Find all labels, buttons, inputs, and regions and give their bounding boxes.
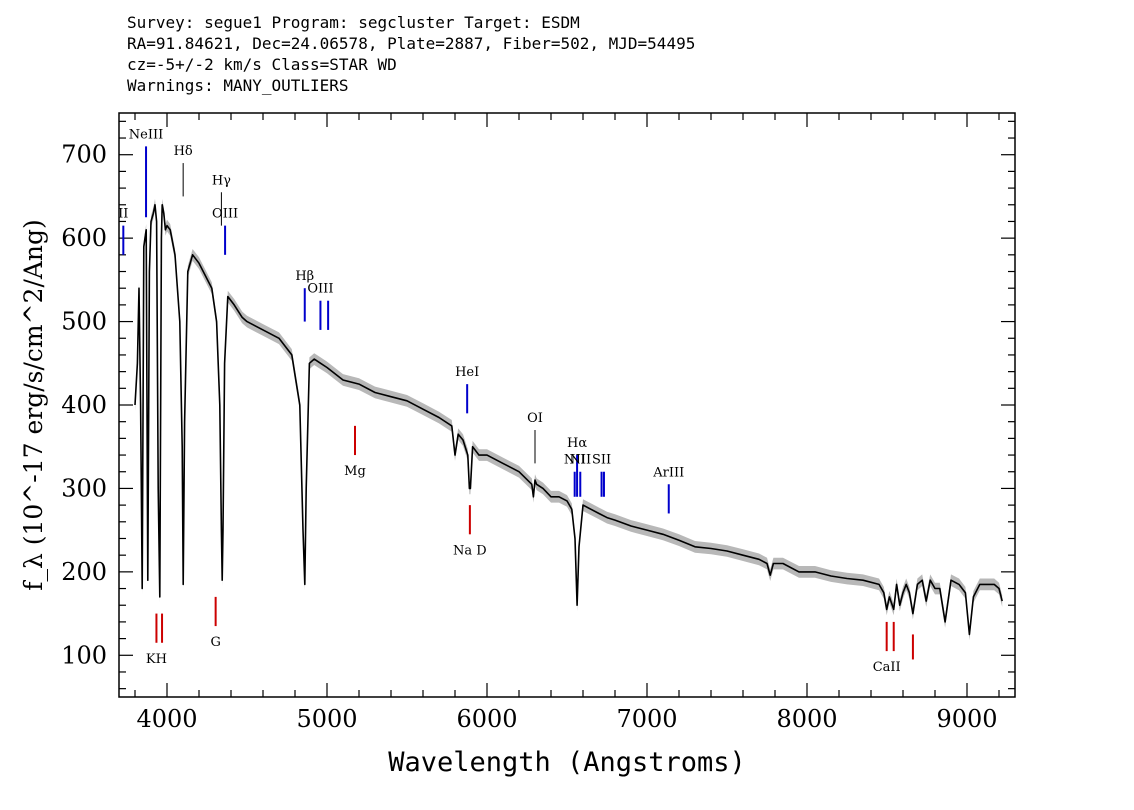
error-band-layer — [135, 198, 1003, 641]
annotation-label: OIII — [307, 282, 333, 297]
annotation-label: Mg — [344, 464, 366, 479]
x-tick-label: 9000 — [936, 705, 997, 733]
y-tick-label: 300 — [61, 474, 107, 502]
annotation-label: KH — [146, 652, 167, 667]
plot-frame — [118, 112, 1016, 698]
y-tick-label: 200 — [61, 558, 107, 586]
annotation-label: Hγ — [212, 173, 231, 188]
chart-header: Survey: segue1 Program: segcluster Targe… — [127, 12, 695, 96]
annotation-label: NII — [569, 453, 591, 468]
y-tick-label: 400 — [61, 391, 107, 419]
header-warnings-line: Warnings: MANY_OUTLIERS — [127, 76, 349, 95]
y-tick-label: 600 — [61, 224, 107, 252]
axes-layer: 4000 5000 6000 7000 8000 9000 100 200 300 400 500 6… — [61, 112, 1016, 733]
annotation-label: HeI — [455, 365, 479, 380]
y-tick-label: 500 — [61, 308, 107, 336]
annotation-label: Hα — [567, 436, 587, 451]
flux-error-band — [135, 198, 1003, 641]
annotation-label: NeIII — [129, 127, 163, 142]
annotation-label: II — [118, 207, 128, 222]
annotation-label: ArIII — [652, 465, 684, 480]
annotation-label: OIII — [212, 207, 238, 222]
annotation-label: Hδ — [174, 144, 193, 159]
header-class-line: cz=-5+/-2 km/s Class=STAR WD — [127, 55, 397, 74]
header-survey-line: Survey: segue1 Program: segcluster Targe… — [127, 13, 580, 32]
series-layer — [134, 204, 1003, 636]
flux-series-line — [134, 204, 1003, 636]
x-tick-label: 7000 — [616, 705, 677, 733]
x-axis-label: Wavelength (Angstroms) — [388, 747, 746, 778]
annotation-label: CaII — [873, 660, 901, 675]
annotation-label: SII — [592, 453, 611, 468]
y-tick-label: 100 — [61, 641, 107, 669]
y-axis-label: f_λ (10^-17 erg/s/cm^2/Ang) — [19, 219, 48, 591]
header-coordinates-line: RA=91.84621, Dec=24.06578, Plate=2887, F… — [127, 34, 696, 53]
annotation-label: OI — [527, 411, 543, 426]
x-tick-label: 5000 — [296, 705, 357, 733]
annotation-label: Hβ — [295, 269, 314, 284]
x-tick-label: 8000 — [776, 705, 837, 733]
annotation-label: NII — [564, 453, 586, 468]
y-tick-label: 700 — [61, 141, 107, 169]
annotation-label: G — [210, 635, 220, 650]
annotation-label: Na D — [453, 543, 487, 558]
x-tick-label: 6000 — [456, 705, 517, 733]
x-tick-label: 4000 — [136, 705, 197, 733]
